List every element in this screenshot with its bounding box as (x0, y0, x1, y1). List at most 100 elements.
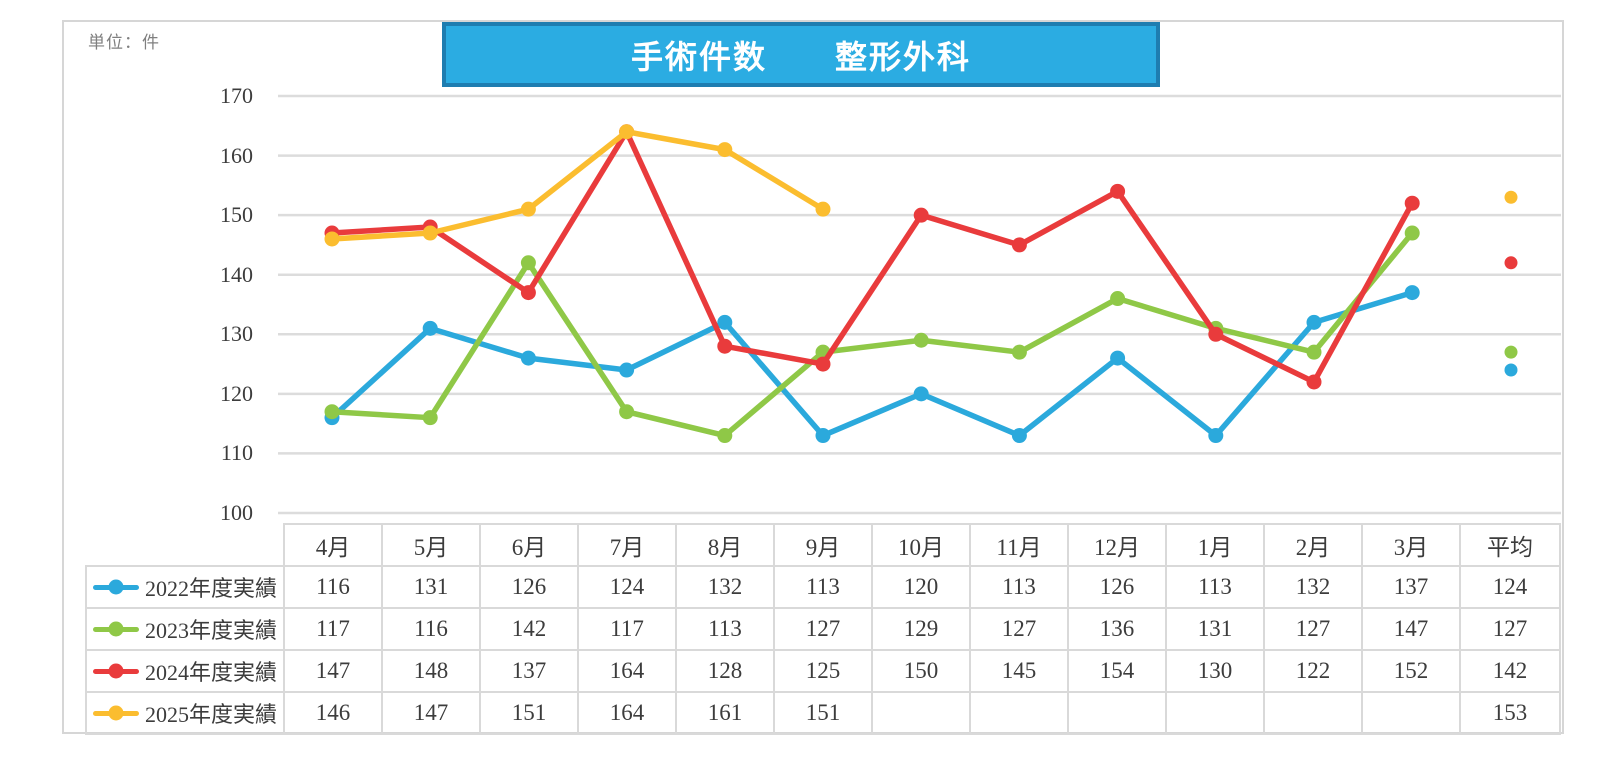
table-cell: 132 (1263, 565, 1363, 609)
legend-dot-icon (108, 663, 124, 679)
data-point (619, 404, 635, 420)
y-axis-label: 170 (220, 83, 253, 108)
chart-title-box: 手術件数 整形外科 (442, 22, 1160, 87)
table-cell: 116 (283, 565, 383, 609)
table-header-cell: 1月 (1165, 523, 1265, 567)
data-point (1404, 285, 1420, 301)
table-header-cell: 2月 (1263, 523, 1363, 567)
table-header-row: 4月 5月 6月 7月 8月 9月 10月 11月 12月 1月 2月 3月 平均 (86, 523, 1561, 567)
legend-item-2025年度実績: 2025年度実績 (85, 691, 285, 735)
series-line-2024年度実績 (329, 128, 1415, 385)
table-cell: 127 (773, 607, 873, 651)
series-line-2025年度実績 (329, 128, 826, 242)
y-axis-label: 110 (220, 440, 253, 466)
table-cell: 147 (283, 649, 383, 693)
table-average-cell: 153 (1459, 691, 1561, 735)
table-cell: 151 (773, 691, 873, 735)
table-cell: 130 (1165, 649, 1265, 693)
series-line-2022年度実績 (329, 289, 1415, 439)
y-axis-label: 120 (220, 380, 253, 406)
average-marker (1504, 190, 1518, 204)
data-point (815, 356, 831, 372)
table-cell: 147 (1361, 607, 1461, 651)
data-point (1306, 374, 1322, 390)
table-cell: 145 (969, 649, 1069, 693)
table-row: 2023年度実績 117 116 142 117 113 127 129 127 136 131 12… (85, 607, 1561, 651)
table-cell: 122 (1263, 649, 1363, 693)
table-cell: 164 (577, 649, 677, 693)
table-header-cell: 8月 (675, 523, 775, 567)
table-cell: 113 (675, 607, 775, 651)
data-point (1011, 344, 1027, 360)
average-marker (1504, 345, 1518, 359)
average-marker (1504, 363, 1518, 377)
y-axis-label: 150 (220, 202, 253, 228)
table-cell: 113 (773, 565, 873, 609)
data-point (422, 410, 438, 426)
y-axis-label: 140 (220, 261, 253, 287)
table-cell (1361, 691, 1461, 735)
data-point (1110, 291, 1126, 307)
data-point (619, 362, 635, 378)
legend-label: 2025年度実績 (145, 702, 278, 727)
data-point (1011, 237, 1027, 253)
legend-line-icon (93, 705, 139, 721)
table-cell: 126 (1067, 565, 1167, 609)
data-point (717, 338, 733, 354)
data-point (1404, 195, 1420, 211)
y-axis-label: 160 (220, 142, 253, 168)
data-point (717, 314, 733, 330)
data-point (422, 320, 438, 336)
table-cell: 127 (969, 607, 1069, 651)
data-point (913, 207, 929, 223)
table-header-cell: 3月 (1361, 523, 1461, 567)
table-header-cell: 9月 (773, 523, 873, 567)
data-point (1208, 428, 1224, 444)
table-cell: 148 (381, 649, 481, 693)
data-point (520, 285, 536, 301)
data-point (1208, 326, 1224, 342)
table-cell: 113 (1165, 565, 1265, 609)
table-cell (969, 691, 1069, 735)
table-header-cell: 7月 (577, 523, 677, 567)
table-cell: 137 (479, 649, 579, 693)
table-cell: 146 (283, 691, 383, 735)
table-header-cell: 12月 (1067, 523, 1167, 567)
legend-line-icon (93, 621, 139, 637)
legend-label: 2024年度実績 (145, 660, 278, 685)
data-table: 4月 5月 6月 7月 8月 9月 10月 11月 12月 1月 2月 3月 平均 2022年度実績 116… (85, 523, 1561, 735)
table-cell: 120 (871, 565, 971, 609)
table-cell: 142 (479, 607, 579, 651)
data-point (1306, 314, 1322, 330)
table-cell: 152 (1361, 649, 1461, 693)
legend-item-2022年度実績: 2022年度実績 (85, 565, 285, 609)
table-cell: 127 (1263, 607, 1363, 651)
table-average-cell: 142 (1459, 649, 1561, 693)
data-point (324, 404, 340, 420)
legend-dot-icon (108, 705, 124, 721)
legend-line-icon (93, 579, 139, 595)
table-header-cell: 4月 (283, 523, 383, 567)
table-header-cell: 11月 (969, 523, 1069, 567)
data-point (1404, 225, 1420, 241)
y-axis-label: 130 (220, 321, 253, 347)
table-cell: 116 (381, 607, 481, 651)
legend-item-2024年度実績: 2024年度実績 (85, 649, 285, 693)
data-point (815, 428, 831, 444)
table-cell: 113 (969, 565, 1069, 609)
table-cell: 128 (675, 649, 775, 693)
legend-dot-icon (108, 621, 124, 637)
table-cell: 150 (871, 649, 971, 693)
data-point (913, 332, 929, 348)
data-point (422, 225, 438, 241)
table-cell (1067, 691, 1167, 735)
data-point (1110, 183, 1126, 199)
table-row: 2024年度実績 147 148 137 164 128 125 150 145 154 130 12… (85, 649, 1561, 693)
data-point (1110, 350, 1126, 366)
table-average-cell: 127 (1459, 607, 1561, 651)
table-cell: 151 (479, 691, 579, 735)
table-cell (1263, 691, 1363, 735)
legend-item-2023年度実績: 2023年度実績 (85, 607, 285, 651)
